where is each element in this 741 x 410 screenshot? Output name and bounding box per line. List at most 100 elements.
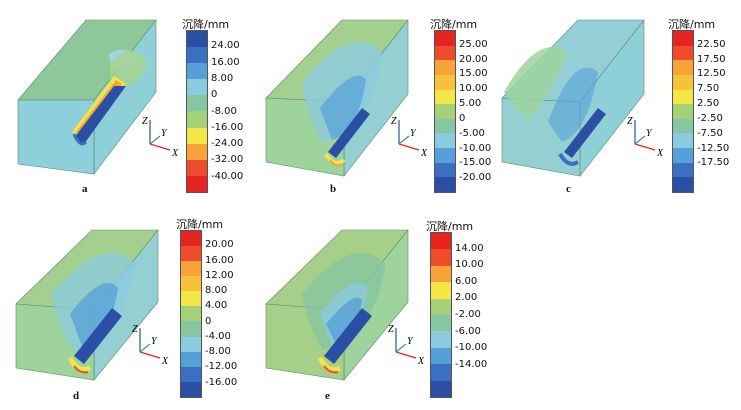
legend-tick-label: 4.00	[205, 300, 228, 312]
legend-swatch	[431, 347, 451, 365]
legend-swatch	[187, 175, 207, 192]
axis-y-label: Y	[646, 128, 653, 139]
legend-tick-label: 2.50	[697, 98, 720, 110]
legend-swatch	[431, 314, 451, 332]
legend-tick-label: 15.00	[459, 68, 488, 80]
legend-color-bar	[434, 30, 456, 193]
axis-z-label: Z	[627, 116, 633, 127]
legend-tick-label: -4.00	[205, 330, 231, 342]
legend-tick-label: 6.00	[455, 275, 478, 287]
axis-z-label: Z	[388, 324, 394, 335]
legend-swatch	[181, 291, 201, 307]
legend-swatch	[673, 133, 693, 148]
legend-tick-label: -8.00	[205, 346, 231, 358]
legend-tick-label: 2.00	[455, 292, 478, 304]
legend-title: 沉降/mm	[426, 220, 474, 233]
legend-swatch	[435, 148, 455, 163]
legend-title: 沉降/mm	[176, 218, 224, 231]
legend-tick-label: 24.00	[211, 40, 240, 52]
axis-triad-d: Z Y X	[132, 324, 169, 366]
legend-swatch	[187, 127, 207, 144]
caption-d: d	[73, 390, 80, 402]
legend-swatch	[181, 276, 201, 292]
legend-swatch	[431, 233, 451, 250]
legend-tick-label: -32.00	[211, 154, 244, 166]
legend-tick-label: -40.00	[211, 170, 244, 182]
legend-swatch	[673, 89, 693, 105]
legend-swatch	[673, 148, 693, 163]
legend-title: 沉降/mm	[430, 18, 478, 31]
legend-swatch	[181, 246, 201, 262]
legend-tick-label: -10.00	[459, 142, 492, 154]
caption-c: c	[566, 183, 571, 195]
legend-swatch	[673, 74, 693, 90]
legend-swatch	[187, 111, 207, 128]
legend-tick-label: 0	[211, 89, 218, 101]
legend-tick-label: -24.00	[211, 138, 244, 150]
legend-swatch	[435, 118, 455, 134]
legend-color-bar	[672, 30, 694, 193]
legend-swatch	[431, 331, 451, 348]
legend-swatch	[435, 74, 455, 90]
legend-tick-label: -17.50	[697, 157, 730, 169]
legend-tick-label: 8.00	[211, 72, 234, 84]
legend-swatch	[673, 60, 693, 75]
axis-x-label: X	[161, 356, 169, 366]
axis-triad-a: Z Y X	[142, 116, 179, 158]
settlement-model-a	[17, 19, 157, 175]
legend-swatch	[431, 282, 451, 299]
legend-swatch	[673, 162, 693, 178]
settlement-model-d	[15, 229, 159, 381]
legend-swatch	[181, 321, 201, 337]
legend-tick-label: -15.00	[459, 157, 492, 169]
legend-title: 沉降/mm	[182, 18, 230, 31]
legend-swatch	[187, 47, 207, 64]
legend-swatch	[431, 249, 451, 266]
legend-tick-label: -2.00	[455, 309, 481, 320]
axis-z-label: Z	[132, 324, 138, 335]
legend-swatch	[187, 143, 207, 160]
legend-swatch	[181, 306, 201, 322]
legend-swatch	[435, 60, 455, 75]
settlement-model-c	[501, 19, 645, 177]
legend-swatch	[431, 380, 451, 397]
legend-tick-label: 0	[205, 315, 212, 327]
legend-tick-label: 5.00	[459, 98, 482, 110]
legend-tick-label: -8.00	[211, 105, 237, 117]
legend-tick-label: -20.00	[459, 172, 492, 184]
legend-swatch	[181, 366, 201, 382]
legend-tick-label: -10.00	[455, 342, 488, 354]
legend-tick-label: 16.00	[205, 254, 234, 266]
axis-y-label: Y	[151, 336, 158, 347]
legend-swatch	[187, 63, 207, 80]
legend-color-bar	[430, 232, 452, 398]
legend-tick-label: 22.50	[697, 38, 726, 50]
legend-tick-label: -6.00	[455, 325, 481, 337]
legend-color-bar	[186, 30, 208, 193]
legend-swatch	[181, 231, 201, 247]
legend-swatch	[435, 45, 455, 61]
legend-tick-label: 12.50	[697, 68, 726, 80]
legend-tick-label: 12.00	[205, 269, 234, 281]
legend-tick-label: -7.50	[697, 127, 723, 139]
caption-a: a	[82, 183, 88, 195]
legend-tick-label: 7.50	[697, 83, 720, 95]
legend-tick-label: -2.50	[697, 112, 723, 124]
legend-swatch	[673, 31, 693, 46]
legend-tick-label: 14.00	[455, 242, 484, 254]
axis-z-label: Z	[391, 116, 397, 127]
axis-x-label: X	[417, 356, 425, 366]
axis-triad-e: Z Y X	[388, 324, 425, 366]
legend-swatch	[435, 31, 455, 46]
axis-triad-c: Z Y X	[627, 116, 664, 158]
settlement-model-e	[265, 229, 409, 381]
legend-tick-label: 20.00	[459, 53, 488, 65]
legend-tick-label: 8.00	[205, 285, 228, 297]
legend-swatch	[431, 364, 451, 381]
legend-tick-label: 0	[459, 112, 466, 124]
legend-swatch	[181, 261, 201, 277]
legend-swatch	[187, 95, 207, 112]
legend-tick-label: 20.00	[205, 239, 234, 251]
legend-tick-label: -5.00	[459, 127, 485, 139]
axis-x-label: X	[420, 148, 428, 158]
